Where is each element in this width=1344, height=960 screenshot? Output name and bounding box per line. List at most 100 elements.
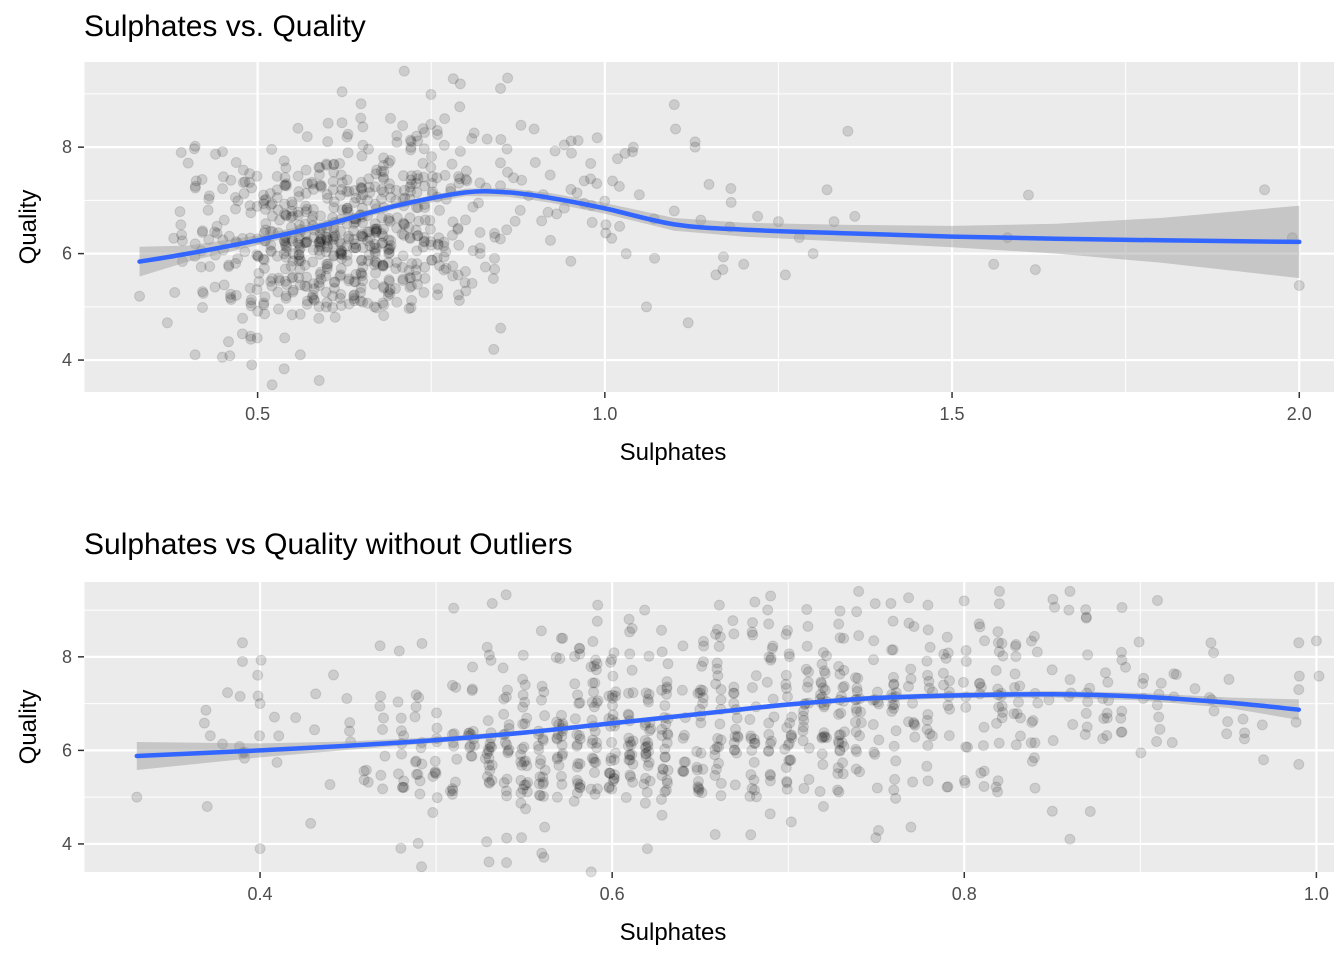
scatter-point bbox=[697, 763, 709, 775]
scatter-point bbox=[785, 816, 797, 828]
scatter-point bbox=[887, 699, 899, 711]
scatter-point bbox=[833, 660, 845, 672]
scatter-point bbox=[765, 735, 777, 747]
scatter-point bbox=[780, 669, 792, 681]
scatter-point bbox=[382, 244, 394, 256]
scatter-point bbox=[816, 658, 828, 670]
scatter-point bbox=[867, 719, 879, 731]
scatter-point bbox=[271, 170, 283, 182]
scatter-point bbox=[237, 312, 249, 324]
scatter-point bbox=[501, 832, 513, 844]
scatter-point bbox=[321, 260, 333, 272]
scatter-point bbox=[294, 263, 306, 275]
scatter-point bbox=[369, 223, 381, 235]
scatter-point bbox=[376, 228, 388, 240]
scatter-point bbox=[389, 283, 401, 295]
scatter-point bbox=[341, 186, 353, 198]
scatter-point bbox=[355, 98, 367, 110]
scatter-point bbox=[1208, 705, 1220, 717]
scatter-point bbox=[383, 214, 395, 226]
scatter-point bbox=[659, 700, 671, 712]
scatter-point bbox=[424, 223, 436, 235]
scatter-point bbox=[438, 251, 450, 263]
scatter-point bbox=[279, 275, 291, 287]
y-axis-title: Quality bbox=[15, 690, 42, 765]
scatter-point bbox=[603, 781, 615, 793]
scatter-point bbox=[273, 272, 285, 284]
scatter-point bbox=[301, 178, 313, 190]
scatter-point bbox=[322, 241, 334, 253]
scatter-point bbox=[529, 157, 541, 169]
scatter-point bbox=[285, 260, 297, 272]
scatter-point bbox=[335, 247, 347, 259]
scatter-point bbox=[314, 248, 326, 260]
scatter-point bbox=[521, 760, 533, 772]
scatter-point bbox=[383, 248, 395, 260]
scatter-point bbox=[306, 292, 318, 304]
scatter-point bbox=[1046, 805, 1058, 817]
scatter-point bbox=[657, 764, 669, 776]
scatter-point bbox=[405, 141, 417, 153]
scatter-point bbox=[245, 297, 257, 309]
scatter-point bbox=[301, 235, 313, 247]
scatter-point bbox=[362, 226, 374, 238]
scatter-point bbox=[978, 721, 990, 733]
scatter-point bbox=[815, 688, 827, 700]
scatter-point bbox=[1138, 672, 1150, 684]
scatter-point bbox=[838, 664, 850, 676]
scatter-point bbox=[314, 238, 326, 250]
scatter-point bbox=[320, 246, 332, 258]
scatter-point bbox=[385, 191, 397, 203]
scatter-point bbox=[798, 714, 810, 726]
scatter-point bbox=[974, 621, 986, 633]
scatter-point bbox=[695, 684, 707, 696]
scatter-point bbox=[196, 225, 208, 237]
scatter-point bbox=[835, 707, 847, 719]
scatter-point bbox=[370, 302, 382, 314]
scatter-point bbox=[520, 803, 532, 815]
scatter-point bbox=[600, 227, 612, 239]
scatter-point bbox=[252, 305, 264, 317]
scatter-point bbox=[1293, 670, 1305, 682]
y-tick-label: 4 bbox=[62, 350, 72, 370]
scatter-point bbox=[588, 756, 600, 768]
scatter-point bbox=[378, 186, 390, 198]
scatter-point bbox=[265, 245, 277, 257]
scatter-point bbox=[244, 282, 256, 294]
scatter-point bbox=[973, 618, 985, 630]
scatter-point bbox=[405, 302, 417, 314]
scatter-point bbox=[313, 277, 325, 289]
scatter-point bbox=[481, 641, 493, 653]
scatter-point bbox=[1223, 673, 1235, 685]
scatter-point bbox=[834, 632, 846, 644]
scatter-point bbox=[266, 198, 278, 210]
scatter-point bbox=[210, 148, 222, 160]
scatter-point bbox=[252, 250, 264, 262]
scatter-point bbox=[1098, 713, 1110, 725]
scatter-point bbox=[225, 174, 237, 186]
scatter-point bbox=[640, 748, 652, 760]
y-axis-title: Quality bbox=[15, 190, 42, 265]
scatter-point bbox=[364, 187, 376, 199]
scatter-point bbox=[299, 280, 311, 292]
scatter-point bbox=[711, 624, 723, 636]
scatter-point bbox=[641, 301, 652, 313]
scatter-point bbox=[209, 281, 221, 293]
scatter-point bbox=[383, 247, 395, 259]
scatter-point bbox=[937, 667, 949, 679]
scatter-point bbox=[378, 712, 390, 724]
scatter-point bbox=[607, 175, 619, 187]
scatter-point bbox=[710, 269, 722, 281]
scatter-point bbox=[544, 234, 556, 246]
scatter-point bbox=[780, 682, 792, 694]
scatter-point bbox=[783, 651, 795, 663]
scatter-point bbox=[301, 203, 313, 215]
scatter-point bbox=[355, 112, 367, 124]
scatter-point bbox=[412, 229, 424, 241]
scatter-point bbox=[544, 169, 556, 181]
scatter-point bbox=[571, 740, 583, 752]
scatter-point bbox=[489, 252, 501, 264]
scatter-point bbox=[922, 669, 934, 681]
scatter-point bbox=[640, 741, 652, 753]
scatter-point bbox=[377, 259, 389, 271]
